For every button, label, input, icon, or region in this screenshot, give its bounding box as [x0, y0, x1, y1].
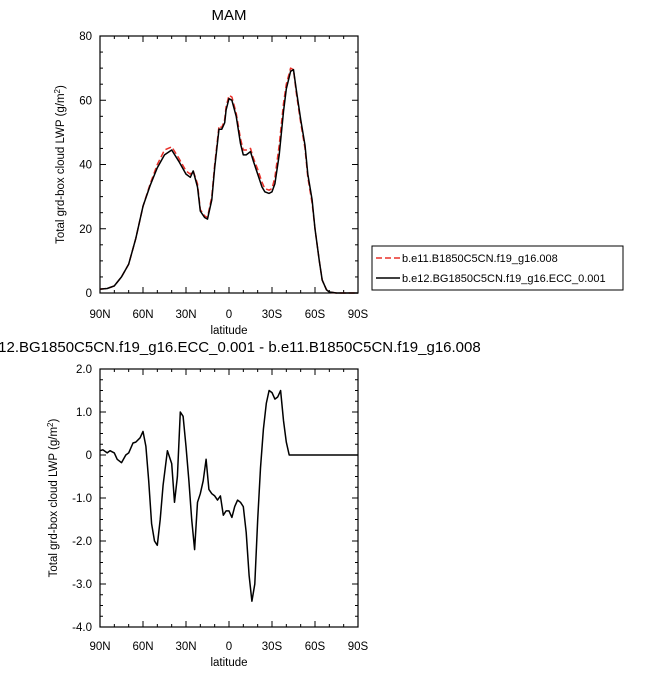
legend-label: b.e11.B1850C5CN.f19_g16.008	[402, 253, 558, 265]
x-tick-label: 60S	[305, 641, 326, 653]
y-tick-label: 2.0	[76, 364, 92, 376]
x-tick-label: 30S	[262, 641, 283, 653]
y-tick-label: -2.0	[72, 536, 92, 548]
y-tick-label: 80	[79, 31, 92, 43]
y-tick-label: -1.0	[72, 493, 92, 505]
y-tick-label: -4.0	[72, 622, 92, 634]
series-line-1	[99, 389, 358, 602]
chart-title: b.e12.BG1850C5CN.f19_g16.ECC_0.001 - b.e…	[0, 339, 481, 356]
x-axis-label: latitude	[210, 657, 247, 669]
y-tick-label: 20	[79, 224, 92, 236]
plot-frame	[99, 368, 359, 628]
x-tick-label: 0	[226, 641, 232, 653]
y-tick-label: 40	[79, 160, 92, 172]
y-tick-label: 1.0	[76, 407, 92, 419]
x-tick-label: 90S	[348, 641, 369, 653]
series-line-2	[99, 68, 358, 294]
chart-panel-2: b.e12.BG1850C5CN.f19_g16.ECC_0.001 - b.e…	[0, 339, 481, 669]
y-tick-label: 60	[79, 95, 92, 107]
x-tick-label: 60S	[305, 309, 326, 321]
y-axis-label: Total grd-box cloud LWP (g/m2)	[53, 85, 67, 244]
x-tick-label: 30N	[175, 309, 196, 321]
plot-frame	[99, 35, 359, 294]
chart-panel-1: MAM 90N 60N 30N 0 30S 60S 90S 0 20 40 60 80 latitude T…	[53, 7, 624, 337]
x-tick-label: 90S	[348, 309, 369, 321]
legend: b.e11.B1850C5CN.f19_g16.008 b.e12.BG1850C…	[371, 245, 624, 291]
y-tick-label: 0	[86, 288, 92, 300]
x-tick-label: 90N	[89, 309, 110, 321]
x-tick-label: 30S	[262, 309, 283, 321]
y-tick-label: -3.0	[72, 579, 92, 591]
chart-title: MAM	[212, 7, 247, 24]
x-tick-label: 30N	[175, 641, 196, 653]
x-tick-label: 90N	[89, 641, 110, 653]
y-axis-label: Total grd-box cloud LWP (g/m2)	[46, 418, 60, 577]
legend-label: b.e12.BG1850C5CN.f19_g16.ECC_0.001	[402, 273, 606, 285]
y-tick-label: 0	[86, 450, 92, 462]
legend-box	[371, 245, 624, 291]
x-tick-label: 60N	[132, 309, 153, 321]
x-tick-label: 60N	[132, 641, 153, 653]
x-tick-label: 0	[226, 309, 232, 321]
x-axis-label: latitude	[210, 325, 247, 337]
